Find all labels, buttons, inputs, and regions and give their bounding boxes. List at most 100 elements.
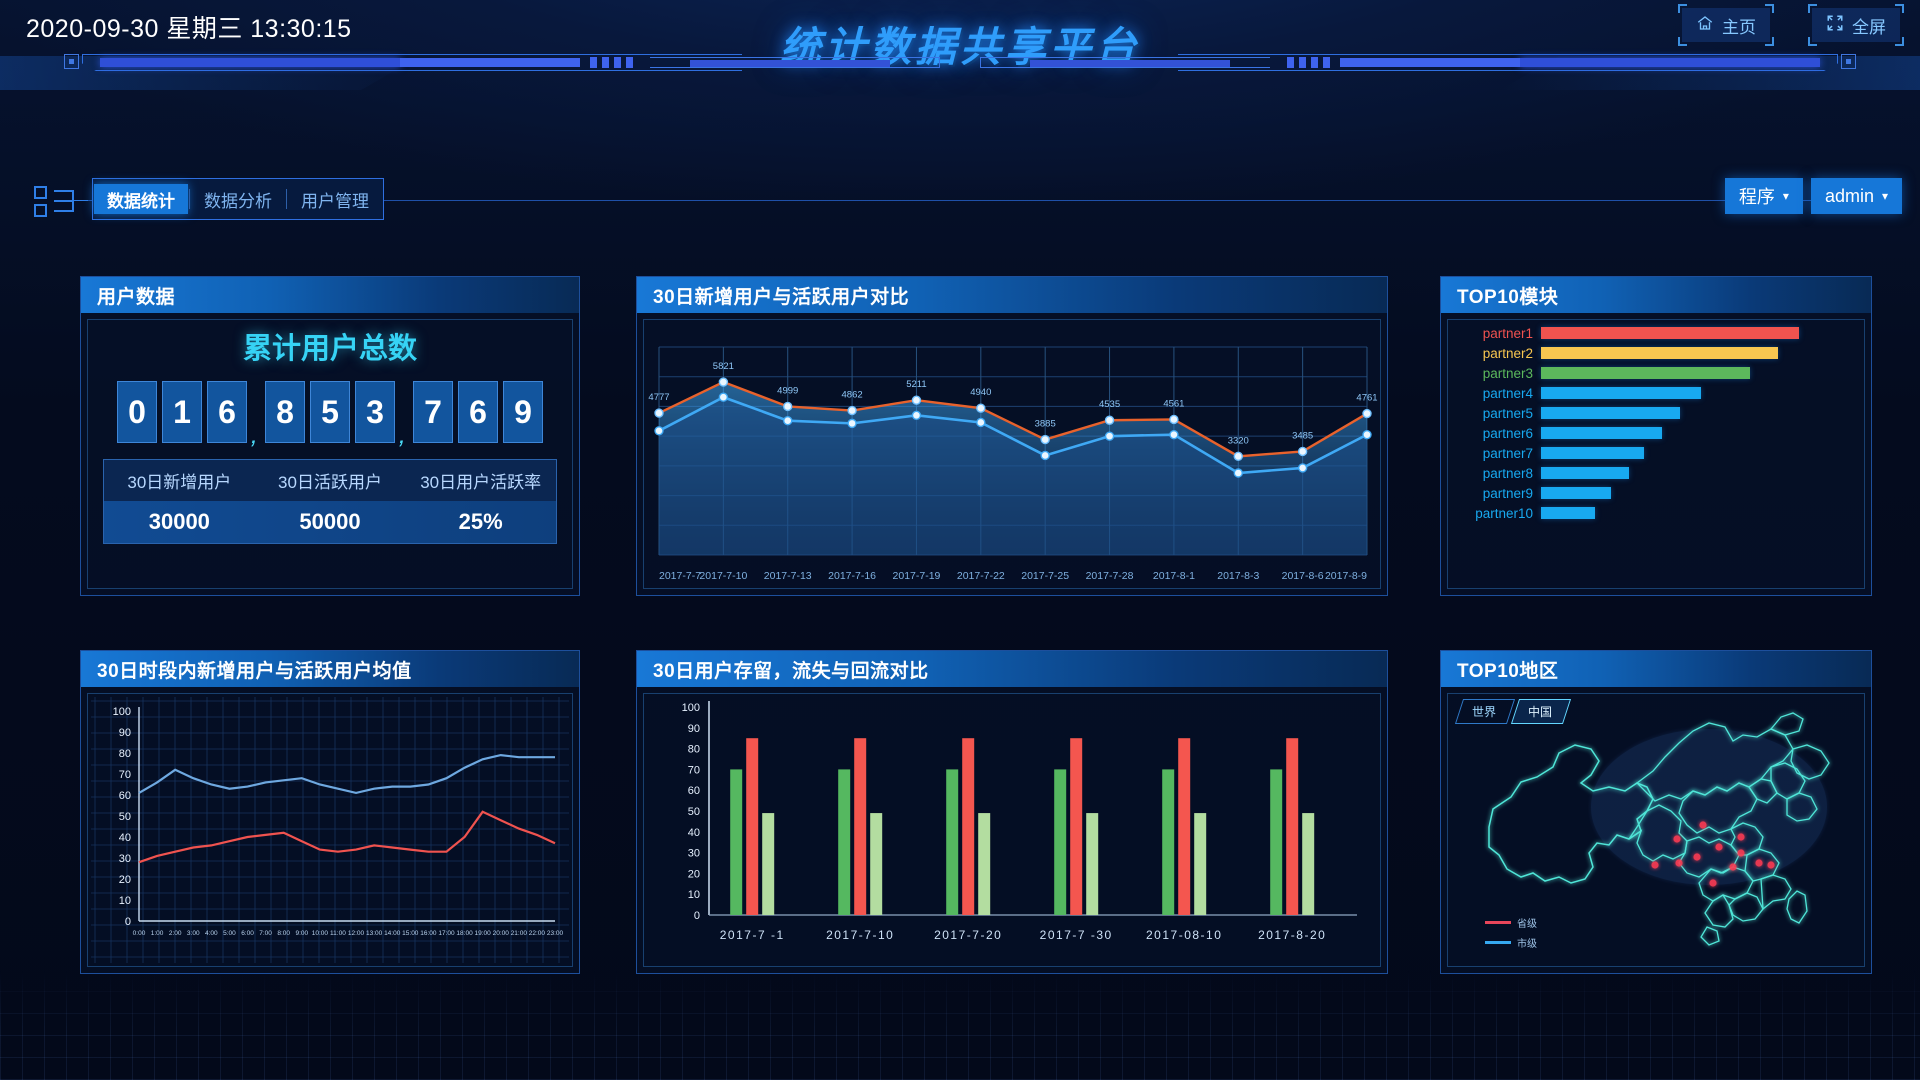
- fullscreen-button[interactable]: 全屏: [1808, 4, 1904, 46]
- data-point-label: 3885: [1035, 419, 1056, 430]
- top10-row-label: partner6: [1482, 425, 1533, 441]
- bar-回流: [978, 813, 991, 915]
- program-dropdown[interactable]: 程序 ▾: [1724, 178, 1803, 214]
- y-axis-tick-label: 50: [688, 806, 700, 818]
- data-point-label: 3320: [1228, 435, 1249, 446]
- y-axis-tick-label: 20: [688, 868, 700, 880]
- map-toggle-china[interactable]: 中国: [1510, 699, 1572, 724]
- nav-rule: [86, 200, 1846, 201]
- chevron-down-icon: ▾: [1881, 189, 1888, 203]
- odometer-digit: 5: [310, 381, 350, 443]
- tab-data-analysis[interactable]: 数据分析: [204, 191, 272, 211]
- map-marker-1: [1673, 835, 1681, 843]
- home-icon: [1696, 14, 1714, 37]
- nav-right-group: 程序 ▾ admin ▾: [1724, 178, 1902, 214]
- x-axis-tick-label: 2017-7-20: [934, 928, 1002, 942]
- bar-存留: [946, 769, 959, 915]
- y-axis-tick-label: 40: [119, 832, 131, 844]
- top10-row[interactable]: partner8: [1463, 463, 1855, 483]
- map-province-12: [1786, 792, 1818, 822]
- bar-存留: [1162, 769, 1175, 915]
- x-axis-tick-label: 23:00: [547, 930, 564, 937]
- user-dropdown[interactable]: admin ▾: [1810, 178, 1902, 214]
- top10-row-bar: [1541, 367, 1750, 379]
- map-province-2: [1678, 782, 1758, 834]
- header-decoration-right: [980, 48, 1860, 82]
- top10-row[interactable]: partner4: [1463, 383, 1855, 403]
- chevron-down-icon: ▾: [1782, 189, 1789, 203]
- x-axis-tick-label: 2017-7-10: [699, 570, 747, 582]
- map-toggle-china-label: 中国: [1528, 705, 1553, 719]
- odometer-digit: 8: [265, 381, 305, 443]
- map-province-1: [1636, 722, 1794, 802]
- top10-row[interactable]: partner6: [1463, 423, 1855, 443]
- map-marker-6: [1737, 833, 1745, 841]
- data-point-label: 4777: [648, 392, 669, 403]
- bar-回流: [762, 813, 775, 915]
- datetime-display: 2020-09-30 星期三 13:30:15: [26, 15, 352, 43]
- deco-bar-b: [1340, 58, 1520, 67]
- bar-存留: [1054, 769, 1067, 915]
- china-map[interactable]: [1441, 687, 1871, 973]
- data-point-active: [654, 426, 664, 436]
- top10-row[interactable]: partner3: [1463, 363, 1855, 383]
- x-axis-tick-label: 1:00: [151, 930, 164, 937]
- tab-data-statistics[interactable]: 数据统计: [94, 184, 188, 214]
- x-axis-tick-label: 8:00: [277, 930, 290, 937]
- data-point-label: 4999: [777, 385, 798, 396]
- map-legend-item-province: 省级: [1485, 915, 1537, 930]
- menu-grid-icon[interactable]: [34, 182, 88, 220]
- tab-user-management[interactable]: 用户管理: [301, 191, 369, 211]
- y-axis-tick-label: 10: [688, 889, 700, 901]
- x-axis-tick-label: 4:00: [205, 930, 218, 937]
- x-axis-tick-label: 7:00: [259, 930, 272, 937]
- top10-row[interactable]: partner2: [1463, 343, 1855, 363]
- top10-row-label: partner1: [1482, 325, 1533, 341]
- data-point-label: 4761: [1356, 393, 1377, 404]
- top10-row[interactable]: partner7: [1463, 443, 1855, 463]
- x-axis-tick-label: 2017-7-28: [1086, 570, 1134, 582]
- stat-value-new-users: 30000: [148, 509, 210, 534]
- map-province-13: [1748, 778, 1778, 804]
- deco-tick: [626, 57, 633, 68]
- map-toggle-world[interactable]: 世界: [1454, 699, 1516, 724]
- map-northeast-top: [1769, 712, 1804, 736]
- map-marker-10: [1651, 861, 1659, 869]
- y-axis-tick-label: 10: [119, 895, 131, 907]
- map-marker-7: [1729, 863, 1737, 871]
- map-marker-2: [1699, 821, 1707, 829]
- y-axis-tick-label: 60: [119, 790, 131, 802]
- top10-row[interactable]: partner1: [1463, 323, 1855, 343]
- x-axis-tick-label: 2017-7 -30: [1040, 928, 1113, 942]
- x-axis-tick-label: 2017-7-16: [828, 570, 876, 582]
- panel-inner-frame: [643, 319, 1381, 589]
- bar-回流: [1194, 813, 1207, 915]
- panel-hourly-average-body: 0 10 20 30 40 50 60 70 80 90 100 0:00 1:00 2:00 3:00 4:…: [81, 687, 579, 973]
- map-region-toggle: 世界 中国: [1454, 699, 1572, 724]
- top10-row-bar: [1541, 347, 1779, 359]
- bar-流失: [1286, 738, 1299, 915]
- panel-top10-modules-title: TOP10模块: [1441, 277, 1871, 313]
- home-button[interactable]: 主页: [1678, 4, 1774, 46]
- top10-row-bar: [1541, 507, 1596, 519]
- panel-inner-frame: [1447, 319, 1865, 589]
- data-point-label: 3485: [1292, 430, 1313, 441]
- x-axis-tick-label: 15:00: [402, 930, 419, 937]
- deco-square: [1841, 54, 1856, 69]
- data-point-new: [847, 405, 857, 416]
- series-line-active-users: [658, 395, 1368, 475]
- top10-row-label: partner5: [1482, 405, 1533, 421]
- tab-separator: [286, 189, 287, 209]
- legend-swatch-city: [1485, 941, 1511, 944]
- panel-top10-modules: TOP10模块 partner1 partner2 partner3 partner4…: [1440, 276, 1872, 596]
- top10-row[interactable]: partner5: [1463, 403, 1855, 423]
- top10-row[interactable]: partner9: [1463, 483, 1855, 503]
- user-dropdown-label: admin: [1824, 185, 1874, 206]
- top10-row[interactable]: partner10: [1463, 503, 1855, 523]
- series-line-new-users: [658, 380, 1368, 458]
- user-stats-value-row: 30000 50000 25%: [104, 501, 556, 543]
- deco-bar-c: [980, 57, 1270, 68]
- deco-tick: [590, 57, 597, 68]
- bar-存留: [838, 769, 851, 915]
- y-axis-tick-label: 70: [688, 764, 700, 776]
